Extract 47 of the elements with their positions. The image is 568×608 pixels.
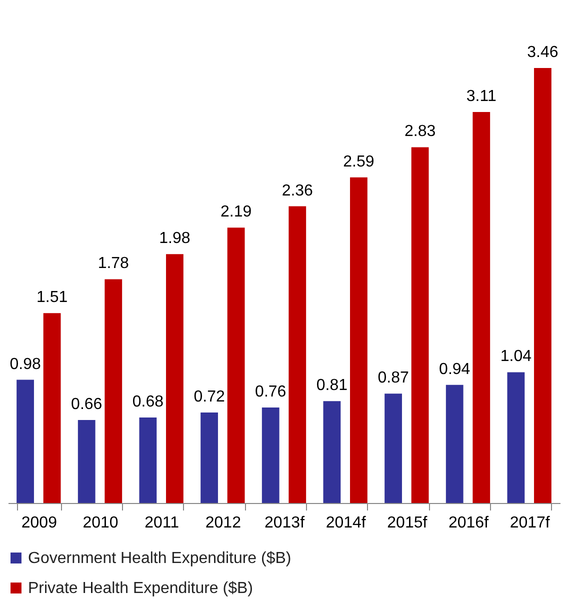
bar xyxy=(384,394,402,503)
bar xyxy=(262,407,280,503)
data-label: 0.98 xyxy=(10,356,41,373)
bar xyxy=(227,228,245,503)
bar xyxy=(200,412,218,503)
x-tick-label: 2010 xyxy=(82,514,118,532)
x-tick-label: 2017f xyxy=(510,514,550,532)
bar xyxy=(323,401,341,503)
x-tick-label: 2016f xyxy=(448,514,490,532)
x-tick-label: 2015f xyxy=(387,514,428,532)
data-label: 3.46 xyxy=(527,44,558,61)
data-label: 3.11 xyxy=(466,88,496,106)
data-label: 2.59 xyxy=(343,153,374,170)
bar xyxy=(78,420,96,503)
bar xyxy=(446,384,464,503)
bar xyxy=(534,68,552,503)
bar xyxy=(288,206,306,503)
data-label: 2.83 xyxy=(404,123,436,140)
data-label: 0.94 xyxy=(439,360,470,378)
bar xyxy=(411,147,429,503)
bar xyxy=(472,112,490,503)
data-label: 0.76 xyxy=(255,383,286,400)
legend-label: Government Health Expenditure ($B) xyxy=(28,550,292,567)
bar xyxy=(16,380,34,503)
bar xyxy=(43,313,61,503)
data-label: 2.36 xyxy=(282,182,314,200)
bar xyxy=(104,279,122,503)
data-label: 1.78 xyxy=(98,255,130,272)
bar xyxy=(350,177,368,503)
x-tick-label: 2009 xyxy=(21,514,58,532)
legend-label: Private Health Expenditure ($B) xyxy=(28,580,253,597)
data-label: 0.66 xyxy=(71,396,102,414)
bar xyxy=(166,254,184,503)
x-tick-label: 2013f xyxy=(264,514,306,532)
data-label: 1.98 xyxy=(159,230,190,248)
data-label: 2.19 xyxy=(220,204,252,221)
data-label: 1.51 xyxy=(36,289,68,306)
bar xyxy=(139,418,157,503)
x-tick-label: 2011 xyxy=(144,514,180,532)
data-label: 0.87 xyxy=(378,370,409,387)
data-label: 0.81 xyxy=(316,377,348,394)
x-tick-label: 2014f xyxy=(326,514,366,532)
x-tick-label: 2012 xyxy=(205,514,242,532)
data-label: 0.72 xyxy=(194,388,225,406)
bar xyxy=(507,372,525,503)
data-label: 1.04 xyxy=(500,348,532,366)
data-label: 0.68 xyxy=(132,394,164,411)
